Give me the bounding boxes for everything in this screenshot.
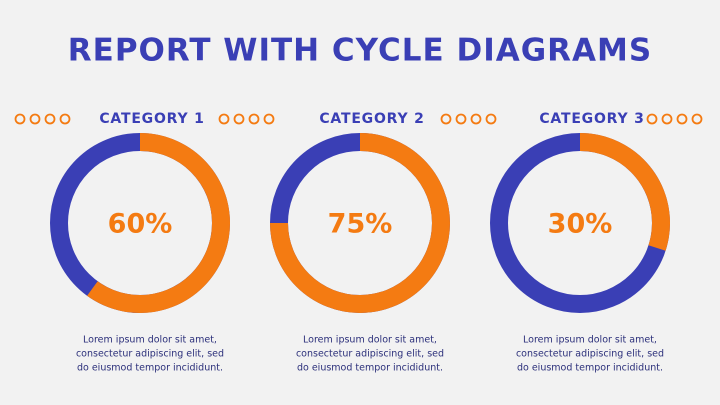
caption-line: do eiusmod tempor incididunt.: [77, 363, 223, 374]
caption-line: Lorem ipsum dolor sit amet,: [83, 335, 217, 346]
donut-arc: [579, 133, 670, 251]
chart-title: CATEGORY 3: [539, 111, 644, 127]
slide-title: REPORT WITH CYCLE DIAGRAMS: [68, 33, 652, 69]
value-label: 75%: [328, 209, 393, 240]
caption-line: consectetur adipiscing elit, sed: [516, 349, 664, 360]
value-label: 30%: [548, 209, 613, 240]
caption-line: consectetur adipiscing elit, sed: [76, 349, 224, 360]
decor-dots: [14, 113, 703, 125]
donut-arc: [87, 133, 230, 313]
caption-line: Lorem ipsum dolor sit amet,: [523, 335, 657, 346]
chart-title: CATEGORY 1: [99, 111, 204, 127]
chart-title: CATEGORY 2: [319, 111, 424, 127]
caption-line: do eiusmod tempor incididunt.: [517, 363, 663, 374]
value-label: 60%: [108, 209, 173, 240]
caption-line: Lorem ipsum dolor sit amet,: [303, 335, 437, 346]
caption-line: consectetur adipiscing elit, sed: [296, 349, 444, 360]
caption-line: do eiusmod tempor incididunt.: [297, 363, 443, 374]
donut-arc: [270, 133, 450, 313]
